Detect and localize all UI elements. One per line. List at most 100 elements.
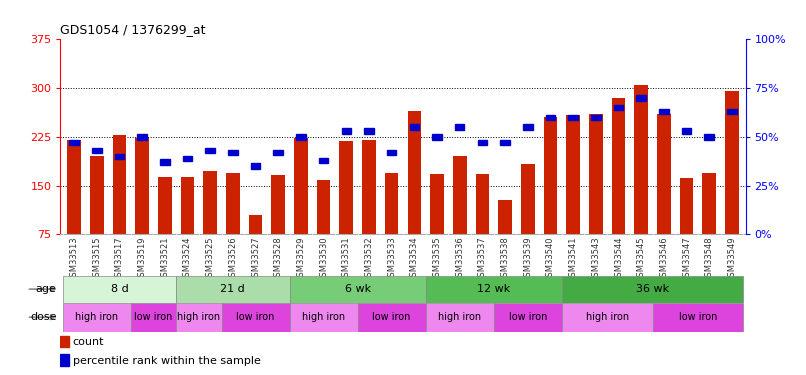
- Text: low iron: low iron: [509, 312, 547, 322]
- Bar: [339, 141, 353, 234]
- Bar: [501, 140, 510, 146]
- Bar: [60, 336, 69, 347]
- Text: GSM33513: GSM33513: [69, 237, 78, 282]
- Text: GSM33538: GSM33538: [501, 237, 509, 282]
- Bar: [478, 140, 487, 146]
- Bar: [703, 172, 716, 234]
- Bar: [612, 98, 625, 234]
- Text: GSM33530: GSM33530: [319, 237, 328, 282]
- FancyBboxPatch shape: [222, 303, 289, 332]
- Text: GSM33535: GSM33535: [433, 237, 442, 282]
- Text: low iron: low iron: [679, 312, 717, 322]
- Text: high iron: high iron: [75, 312, 118, 322]
- Bar: [567, 116, 580, 234]
- Bar: [546, 115, 555, 120]
- Bar: [679, 178, 693, 234]
- Bar: [544, 117, 557, 234]
- Text: GSM33549: GSM33549: [728, 237, 737, 282]
- Bar: [725, 92, 739, 234]
- Bar: [387, 150, 397, 155]
- Text: low iron: low iron: [372, 312, 411, 322]
- FancyBboxPatch shape: [653, 303, 743, 332]
- Text: GSM33537: GSM33537: [478, 237, 487, 282]
- FancyBboxPatch shape: [289, 303, 358, 332]
- Text: GSM33540: GSM33540: [546, 237, 555, 282]
- Text: GSM33544: GSM33544: [614, 237, 623, 282]
- Bar: [92, 148, 102, 153]
- Text: low iron: low iron: [236, 312, 275, 322]
- Bar: [727, 109, 737, 114]
- Bar: [294, 138, 308, 234]
- Text: GSM33543: GSM33543: [592, 237, 600, 282]
- FancyBboxPatch shape: [426, 303, 494, 332]
- Text: GSM33545: GSM33545: [637, 237, 646, 282]
- Bar: [637, 95, 646, 100]
- Text: GSM33547: GSM33547: [682, 237, 691, 282]
- Text: GSM33519: GSM33519: [138, 237, 147, 282]
- Bar: [455, 124, 464, 130]
- Bar: [206, 148, 215, 153]
- Bar: [408, 111, 422, 234]
- Bar: [272, 175, 285, 234]
- Text: dose: dose: [30, 312, 56, 322]
- Text: GDS1054 / 1376299_at: GDS1054 / 1376299_at: [60, 22, 206, 36]
- Bar: [634, 85, 648, 234]
- Bar: [342, 128, 351, 134]
- Text: percentile rank within the sample: percentile rank within the sample: [73, 356, 260, 366]
- Text: GSM33527: GSM33527: [251, 237, 260, 282]
- FancyBboxPatch shape: [63, 303, 131, 332]
- Bar: [226, 172, 239, 234]
- Bar: [568, 115, 578, 120]
- Text: high iron: high iron: [586, 312, 629, 322]
- Bar: [249, 215, 262, 234]
- Text: 12 wk: 12 wk: [477, 284, 510, 294]
- Bar: [135, 138, 149, 234]
- FancyBboxPatch shape: [177, 276, 289, 303]
- Bar: [453, 156, 467, 234]
- Bar: [113, 135, 127, 234]
- Text: 8 d: 8 d: [110, 284, 128, 294]
- Text: high iron: high iron: [177, 312, 220, 322]
- FancyBboxPatch shape: [562, 303, 653, 332]
- Text: count: count: [73, 338, 104, 347]
- FancyBboxPatch shape: [63, 276, 177, 303]
- FancyBboxPatch shape: [494, 303, 562, 332]
- Bar: [114, 154, 124, 159]
- FancyBboxPatch shape: [426, 276, 562, 303]
- Text: GSM33548: GSM33548: [704, 237, 714, 282]
- FancyBboxPatch shape: [562, 276, 743, 303]
- Text: GSM33528: GSM33528: [274, 237, 283, 282]
- Text: GSM33526: GSM33526: [228, 237, 237, 282]
- Text: GSM33532: GSM33532: [364, 237, 373, 282]
- Text: GSM33524: GSM33524: [183, 237, 192, 282]
- Text: GSM33529: GSM33529: [297, 237, 305, 282]
- Bar: [657, 114, 671, 234]
- Text: GSM33515: GSM33515: [92, 237, 102, 282]
- Bar: [521, 164, 534, 234]
- Text: GSM33541: GSM33541: [569, 237, 578, 282]
- FancyBboxPatch shape: [177, 303, 222, 332]
- Bar: [60, 354, 69, 366]
- Bar: [69, 140, 79, 146]
- Bar: [523, 124, 533, 130]
- Bar: [432, 134, 442, 140]
- Bar: [682, 128, 692, 134]
- Text: GSM33539: GSM33539: [523, 237, 532, 282]
- Text: high iron: high iron: [438, 312, 481, 322]
- Text: high iron: high iron: [302, 312, 345, 322]
- Text: GSM33521: GSM33521: [160, 237, 169, 282]
- FancyBboxPatch shape: [289, 276, 426, 303]
- Bar: [364, 128, 374, 134]
- Bar: [181, 177, 194, 234]
- Text: GSM33517: GSM33517: [115, 237, 124, 282]
- Bar: [273, 150, 283, 155]
- Bar: [317, 180, 330, 234]
- Text: 21 d: 21 d: [221, 284, 245, 294]
- Bar: [659, 109, 669, 114]
- FancyBboxPatch shape: [358, 303, 426, 332]
- Text: low iron: low iron: [135, 312, 172, 322]
- Bar: [476, 174, 489, 234]
- Bar: [591, 115, 600, 120]
- Text: GSM33534: GSM33534: [409, 237, 419, 282]
- Text: GSM33531: GSM33531: [342, 237, 351, 282]
